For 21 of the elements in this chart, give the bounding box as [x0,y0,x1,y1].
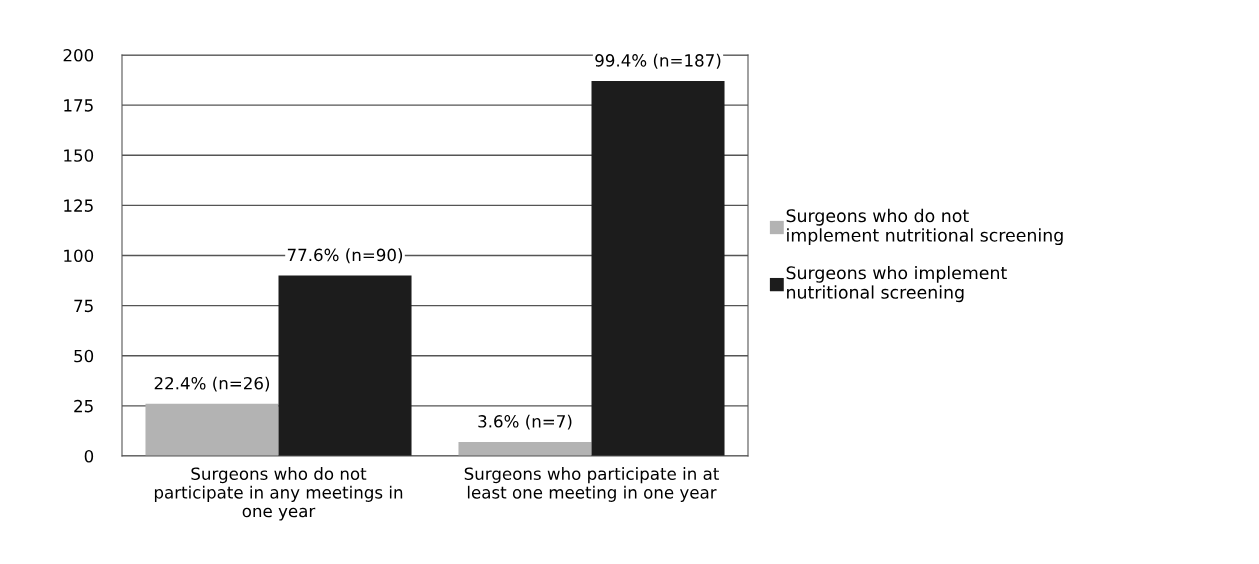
data-label: 22.4% (n=26) [154,376,270,392]
x-tick-label: Surgeons who do not participate in any meetings in one year [154,467,403,521]
bar [278,275,412,456]
y-tick-label: 125 [64,199,93,212]
bar [458,441,592,456]
data-label: 77.6% (n=90) [287,248,403,264]
y-tick-label: 75 [74,299,93,313]
y-tick-label: 150 [64,149,94,162]
y-tick-label: 200 [63,48,94,62]
legend-label: Surgeons who do not implement nutritional screening [786,208,1063,246]
x-tick-label: Surgeons who participate in at least one meeting in one year [464,467,719,502]
bar [145,403,279,456]
data-label: 3.6% (n=7) [478,414,572,430]
y-tick-label: 50 [74,349,94,363]
y-tick-label: 100 [64,249,94,263]
y-tick-label: 0 [84,449,94,463]
y-tick-label: 175 [64,99,93,112]
data-label: 99.4% (n=187) [595,53,721,69]
legend-label: Surgeons who implement nutritional screening [786,265,1007,303]
bar [591,81,725,456]
y-tick-label: 25 [74,399,93,413]
